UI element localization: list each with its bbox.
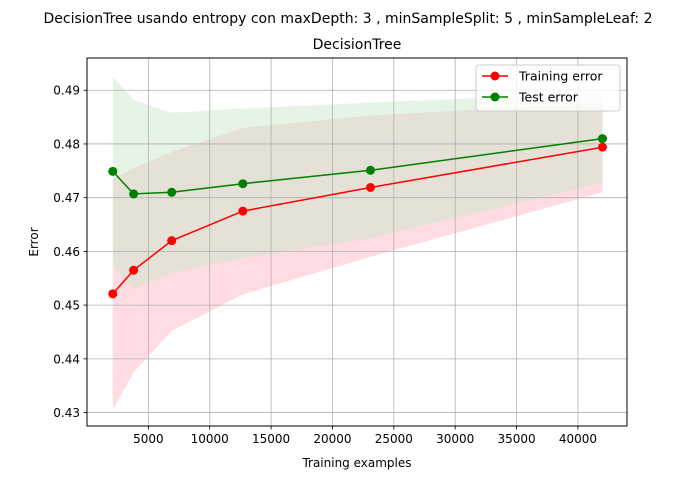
legend-box [475,64,621,112]
x-tick-label: 15000 [252,432,290,446]
series-lines [112,137,603,295]
x-tick-label: 40000 [559,432,597,446]
band-training [112,102,603,410]
data-point-training [108,289,118,299]
series-line-test [112,137,603,195]
data-point-training [238,206,248,216]
y-tick-label: 0.49 [53,84,80,98]
x-tick-label: 5000 [133,432,164,446]
x-tick-label: 35000 [497,432,535,446]
grid-lines [87,58,627,426]
x-tick-label: 20000 [313,432,351,446]
legend-marker-test [490,92,500,102]
confidence-bands [112,76,603,410]
data-point-test [238,179,248,189]
y-tick-label: 0.46 [53,245,80,259]
data-point-test [366,165,375,175]
data-point-test [167,187,177,197]
y-axis-label: Error [27,227,41,256]
y-tick-label: 0.48 [53,137,80,151]
data-point-test [129,189,139,199]
data-point-training [366,182,375,192]
chart-suptitle: DecisionTree usando entropy con maxDepth… [43,11,652,27]
plot-frame [86,57,628,427]
x-axis-ticks: 5000 10000 15000 20000 25000 30000 35000 40000 [133,426,597,446]
x-axis-label: Training examples [301,456,411,470]
series-points [108,134,607,299]
data-point-test [108,166,118,176]
y-tick-label: 0.43 [53,406,80,420]
legend-label-training: Training error [518,69,603,84]
band-test [112,76,603,289]
data-point-test [597,134,607,144]
y-tick-label: 0.47 [53,191,80,205]
y-axis-ticks: 0.43 0.44 0.45 0.46 0.47 0.48 0.49 [53,84,87,420]
legend-marker-training [490,71,500,81]
legend: Training error Test error [475,64,621,112]
y-tick-label: 0.44 [53,352,80,366]
x-tick-label: 25000 [375,432,413,446]
y-tick-label: 0.45 [53,299,80,313]
data-point-training [597,142,607,152]
data-point-training [167,236,177,246]
data-point-training [129,265,139,275]
legend-label-test: Test error [518,90,579,105]
chart-title: DecisionTree [313,37,402,53]
x-tick-label: 30000 [436,432,474,446]
x-tick-label: 10000 [191,432,229,446]
series-line-training [112,146,603,295]
